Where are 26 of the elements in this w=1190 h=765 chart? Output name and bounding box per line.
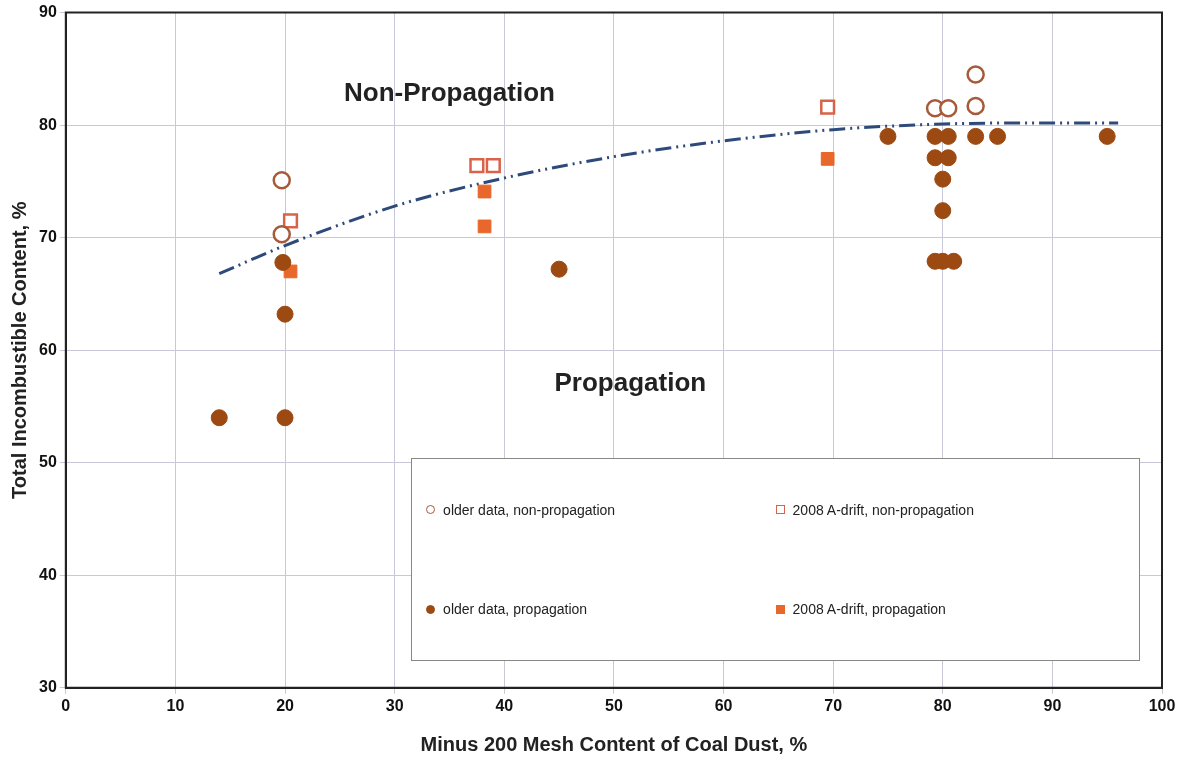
x-tick-label: 20	[276, 696, 295, 714]
y-tick-label: 70	[39, 228, 57, 246]
y-tick-label: 30	[39, 678, 57, 696]
legend-label: 2008 A-drift, propagation	[792, 601, 946, 618]
legend-label: 2008 A-drift, non-propagation	[792, 501, 974, 518]
x-tick-label: 100	[1148, 696, 1176, 714]
y-tick-label: 90	[39, 3, 57, 21]
legend-label: older data, non-propagation	[443, 501, 616, 518]
x-tick-label: 60	[714, 696, 733, 714]
y-tick-label: 50	[39, 453, 57, 471]
x-tick-label: 30	[385, 696, 404, 714]
y-tick-label: 40	[39, 565, 57, 583]
x-tick-label: 90	[1043, 696, 1062, 714]
x-tick-label: 50	[605, 696, 623, 714]
x-tick-label: 0	[61, 696, 71, 714]
x-tick-label: 70	[824, 696, 843, 714]
annotation: Propagation	[554, 367, 707, 398]
annotation: Non-Propagation	[344, 76, 555, 107]
x-tick-label: 80	[933, 696, 952, 714]
x-tick-label: 10	[166, 696, 185, 714]
y-tick-label: 80	[39, 115, 57, 133]
x-tick-label: 40	[495, 696, 514, 714]
y-axis-title: Total Incombustible Content, %	[7, 201, 30, 499]
y-tick-label: 60	[39, 340, 57, 358]
legend-label: older data, propagation	[443, 601, 588, 618]
x-axis-title: Minus 200 Mesh Content of Coal Dust, %	[420, 732, 808, 755]
